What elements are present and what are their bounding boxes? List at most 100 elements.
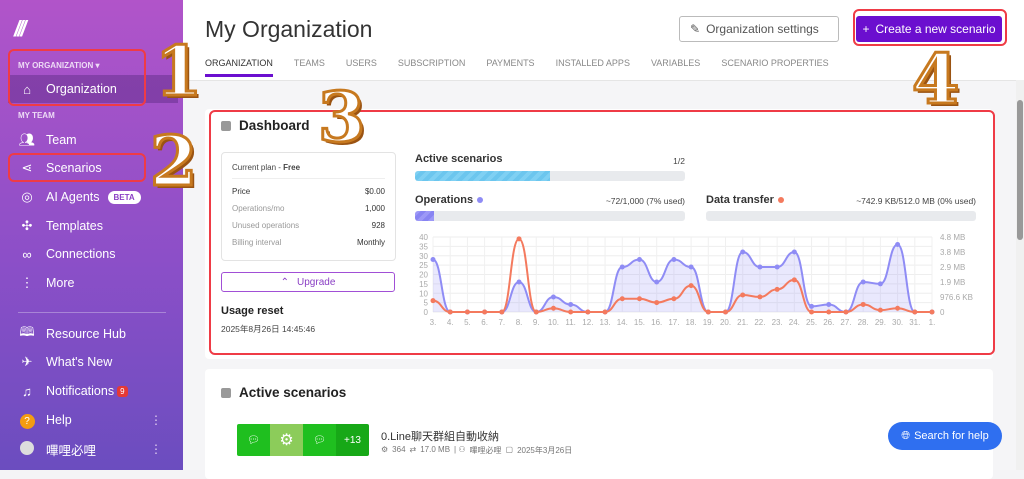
x-tick-label: 19. bbox=[703, 318, 714, 327]
active-scenarios-value: 1/2 bbox=[673, 156, 685, 166]
more-icon: ⋮ bbox=[20, 275, 34, 290]
y-tick-label: 20 bbox=[419, 271, 428, 280]
book-icon: 🕮︎ bbox=[19, 324, 35, 339]
data-point bbox=[464, 309, 470, 315]
page-title: My Organization bbox=[205, 16, 373, 42]
data-point bbox=[740, 249, 746, 255]
scenario-app-icons[interactable]: 💬︎ ⚙ 💬︎ +13 bbox=[237, 424, 369, 456]
data-transfer-value: ~742.9 KB/512.0 MB (0% used) bbox=[856, 196, 976, 206]
collapse-icon[interactable] bbox=[221, 388, 231, 399]
y-tick-label: 30 bbox=[419, 252, 428, 261]
kebab-icon[interactable]: ⋮ bbox=[150, 413, 162, 427]
x-tick-label: 23. bbox=[772, 318, 783, 327]
label: More bbox=[46, 276, 75, 290]
kebab-icon[interactable]: ⋮ bbox=[150, 442, 162, 456]
collapse-icon[interactable] bbox=[221, 121, 231, 132]
user-icon: | ⚇ bbox=[454, 445, 466, 454]
data-point bbox=[809, 303, 815, 309]
link-icon: ∞ bbox=[22, 246, 32, 262]
data-transfer-label: Data transfer bbox=[706, 194, 784, 206]
create-scenario-button[interactable]: + Create a new scenario bbox=[856, 16, 1002, 42]
plan-row: Unused operations 928 bbox=[232, 217, 385, 234]
avatar bbox=[8, 440, 46, 458]
operations-bar bbox=[415, 211, 685, 221]
data-point bbox=[671, 296, 677, 302]
data-point bbox=[688, 283, 694, 289]
data-point bbox=[740, 292, 746, 298]
x-tick-label: 14. bbox=[617, 318, 628, 327]
tab-users[interactable]: USERS bbox=[345, 58, 377, 68]
x-tick-label: 13. bbox=[600, 318, 611, 327]
sidebar-item-scenarios[interactable]: ⋖ Scenarios bbox=[8, 154, 178, 182]
annotation-number-2: 2 bbox=[148, 122, 198, 202]
x-tick-label: 29. bbox=[875, 318, 886, 327]
sidebar-item-team[interactable]: 👥︎ Team bbox=[8, 126, 178, 154]
x-tick-label: 27. bbox=[840, 318, 851, 327]
x-tick-label: 17. bbox=[668, 318, 679, 327]
x-tick-label: 11. bbox=[565, 318, 576, 327]
row-value: 1,000 bbox=[364, 204, 385, 213]
x-tick-label: 12. bbox=[582, 318, 593, 327]
tab-installed-apps[interactable]: INSTALLED APPS bbox=[555, 58, 630, 68]
x-tick-label: 9. bbox=[533, 318, 540, 327]
home-icon: ⌂ bbox=[23, 81, 31, 97]
sidebar: /// MY ORGANIZATION ▾ ⌂ Organization MY T… bbox=[0, 0, 183, 470]
tab-organization[interactable]: ORGANIZATION bbox=[205, 58, 273, 77]
highlight-box-1 bbox=[8, 49, 146, 106]
sidebar-item-templates[interactable]: ✣ Templates bbox=[8, 212, 178, 240]
y2-tick-label: 1.9 MB bbox=[940, 278, 965, 287]
data-point bbox=[860, 301, 866, 307]
row-value: $0.00 bbox=[364, 187, 385, 196]
sidebar-item-profile[interactable]: 嗶哩必哩 ⋮ bbox=[8, 435, 178, 463]
sidebar-item-organization[interactable]: ⌂ Organization bbox=[8, 75, 178, 103]
x-tick-label: 18. bbox=[686, 318, 697, 327]
x-tick-label: 6. bbox=[481, 318, 488, 327]
data-point bbox=[533, 309, 539, 315]
x-tick-label: 20. bbox=[720, 318, 731, 327]
data-point bbox=[929, 309, 935, 315]
y-tick-label: 15 bbox=[419, 280, 428, 289]
upgrade-button[interactable]: ⌃ Upgrade bbox=[221, 272, 395, 292]
sidebar-item-notifications[interactable]: ♫︎ Notifications 9 bbox=[8, 377, 178, 405]
sidebar-item-connections[interactable]: ∞ Connections bbox=[8, 240, 178, 268]
sidebar-item-ai-agents[interactable]: ◎ AI Agents BETA bbox=[8, 183, 178, 211]
data-point bbox=[430, 298, 436, 304]
edit-icon: ✎ bbox=[690, 22, 701, 36]
transfer-icon: ⇄ bbox=[409, 445, 417, 454]
data-point bbox=[568, 302, 574, 307]
tab-teams[interactable]: TEAMS bbox=[293, 58, 325, 68]
tab-subscription[interactable]: SUBSCRIPTION bbox=[397, 58, 466, 68]
data-transfer-bar bbox=[706, 211, 976, 221]
data-point bbox=[516, 236, 522, 242]
data-point bbox=[860, 279, 866, 285]
plus-icon: + bbox=[862, 22, 870, 36]
series-line bbox=[432, 243, 932, 314]
label: What's New bbox=[46, 355, 113, 369]
data-point bbox=[757, 264, 763, 270]
sidebar-item-more[interactable]: ⋮ More bbox=[8, 269, 178, 297]
rocket-icon: ✈︎ bbox=[21, 354, 33, 369]
data-point bbox=[877, 281, 883, 287]
tab-variables[interactable]: VARIABLES bbox=[650, 58, 701, 68]
tab-payments[interactable]: PAYMENTS bbox=[486, 58, 535, 68]
highlight-box-3 bbox=[209, 110, 995, 355]
sidebar-item-resource-hub[interactable]: 🕮︎ Resource Hub bbox=[8, 320, 178, 348]
x-tick-label: 21. bbox=[737, 318, 748, 327]
notification-count: 9 bbox=[117, 385, 128, 397]
date: 2025年3月26日 bbox=[517, 446, 573, 455]
organization-settings-button[interactable]: ✎ Organization settings bbox=[679, 16, 839, 42]
data-point bbox=[482, 309, 488, 315]
annotation-number-1: 1 bbox=[153, 32, 203, 112]
ai-agent-icon: ◎ bbox=[21, 189, 33, 204]
x-tick-label: 26. bbox=[823, 318, 834, 327]
scenario-name[interactable]: 0.Line聊天群組自動收納 bbox=[381, 431, 499, 443]
tab-scenario-properties[interactable]: SCENARIO PROPERTIES bbox=[721, 58, 829, 68]
highlight-box-2 bbox=[8, 153, 146, 182]
org-section-dropdown[interactable]: MY ORGANIZATION ▾ bbox=[18, 61, 100, 70]
scrollbar[interactable] bbox=[1016, 80, 1024, 470]
line-icon: 💬︎ bbox=[237, 424, 270, 456]
sidebar-item-help[interactable]: ? Help ⋮ bbox=[8, 406, 178, 434]
search-for-help-button[interactable]: 🌐︎ Search for help bbox=[888, 422, 1002, 450]
owner: 嗶哩必哩 bbox=[469, 446, 502, 455]
sidebar-item-whats-new[interactable]: ✈︎ What's New bbox=[8, 348, 178, 376]
